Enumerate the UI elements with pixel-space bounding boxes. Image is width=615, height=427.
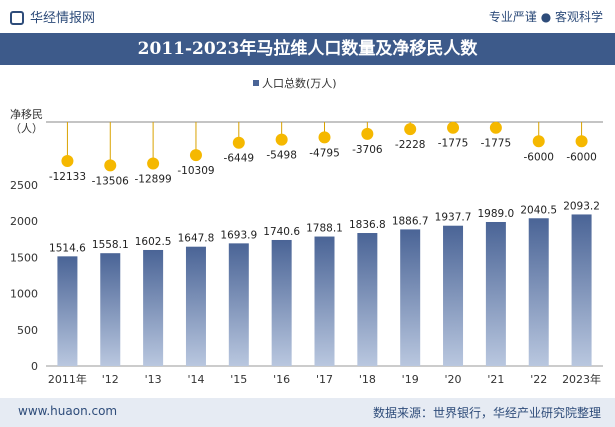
legend-swatch xyxy=(253,80,259,86)
migration-value-label: -1775 xyxy=(481,138,512,150)
population-bar xyxy=(314,236,335,366)
population-bar xyxy=(485,221,506,366)
x-tick-label: '22 xyxy=(530,373,547,386)
x-tick-label: '21 xyxy=(487,373,504,386)
y-tick-label: 2500 xyxy=(10,179,38,192)
population-value-label: 1693.9 xyxy=(220,229,257,241)
y-tick-label: 2000 xyxy=(10,215,38,228)
population-value-label: 2040.5 xyxy=(520,204,557,216)
migration-value-label: -6449 xyxy=(224,153,255,165)
brand-name: 华经情报网 xyxy=(30,11,96,26)
tagline: 专业严谨 ● 客观科学 xyxy=(488,10,603,24)
migration-value-label: -6000 xyxy=(566,151,597,163)
y-tick-label: 500 xyxy=(17,324,38,337)
x-tick-label: '12 xyxy=(102,373,119,386)
population-bar xyxy=(571,214,592,366)
y-tick-label: 0 xyxy=(31,360,38,373)
migration-dot xyxy=(361,127,374,140)
population-bar xyxy=(185,246,206,366)
x-tick-label: '19 xyxy=(402,373,419,386)
x-tick-label: '17 xyxy=(316,373,333,386)
population-value-label: 1937.7 xyxy=(435,212,472,224)
population-value-label: 1558.1 xyxy=(92,239,129,251)
migration-value-label: -13506 xyxy=(92,175,130,187)
migration-value-label: -12133 xyxy=(49,171,86,183)
migration-dot xyxy=(404,123,417,136)
x-tick-label: 2023年 xyxy=(562,372,601,386)
chart-area: 人口总数(万人) 净移民（人） -12133 -13506 -12899 -10309 -6… xyxy=(10,76,603,386)
population-value-label: 2093.2 xyxy=(563,200,600,212)
migration-dot xyxy=(575,135,588,148)
population-value-label: 1836.8 xyxy=(349,219,386,231)
population-value-label: 1788.1 xyxy=(306,223,343,235)
x-tick-label: '13 xyxy=(145,373,162,386)
migration-dot xyxy=(447,121,460,134)
migration-dot xyxy=(532,135,545,148)
migration-value-label: -4795 xyxy=(309,147,340,159)
logo-icon xyxy=(10,11,24,25)
site-url[interactable]: www.huaon.com xyxy=(18,404,118,418)
x-tick-label: '15 xyxy=(230,373,247,386)
population-value-label: 1602.5 xyxy=(135,236,172,248)
y-tick-label: 1500 xyxy=(10,251,38,264)
chart-title: 2011-2023年马拉维人口数量及净移民人数 xyxy=(0,33,615,65)
migration-dot xyxy=(232,136,245,149)
population-bar xyxy=(57,256,78,366)
migration-value-label: -2228 xyxy=(395,139,426,151)
x-tick-label: '14 xyxy=(187,373,204,386)
population-bar xyxy=(357,233,378,366)
x-tick-label: '16 xyxy=(273,373,290,386)
population-bar xyxy=(228,243,249,366)
migration-dot xyxy=(61,154,74,167)
migration-value-label: -5498 xyxy=(266,150,297,162)
migration-dot xyxy=(147,157,160,170)
migration-value-label: -3706 xyxy=(352,144,383,156)
population-bar xyxy=(400,229,421,366)
population-value-label: 1886.7 xyxy=(392,215,429,227)
migration-value-label: -12899 xyxy=(135,173,172,185)
population-value-label: 1989.0 xyxy=(478,208,515,220)
population-value-label: 1740.6 xyxy=(263,226,300,238)
migration-dot xyxy=(275,133,288,146)
population-bar xyxy=(528,218,549,366)
migration-dot xyxy=(489,121,502,134)
x-tick-label: '20 xyxy=(445,373,462,386)
x-tick-label: '18 xyxy=(359,373,376,386)
footer: www.huaon.com 数据来源：世界银行，华经产业研究院整理 xyxy=(0,398,615,427)
x-tick-label: 2011年 xyxy=(48,372,87,386)
population-bar xyxy=(143,249,164,366)
migration-dot xyxy=(318,131,331,144)
y-tick-label: 1000 xyxy=(10,288,38,301)
migration-value-label: -10309 xyxy=(177,165,214,177)
migration-axis-unit: （人） xyxy=(10,122,43,135)
population-value-label: 1647.8 xyxy=(178,233,215,245)
population-bar xyxy=(443,225,464,366)
population-bar xyxy=(271,239,292,366)
legend-label: 人口总数(万人) xyxy=(262,76,337,90)
migration-axis-label: 净移民 xyxy=(10,107,43,121)
brand[interactable]: 华经情报网 xyxy=(10,7,95,26)
migration-dot xyxy=(189,149,202,162)
data-source: 数据来源：世界银行，华经产业研究院整理 xyxy=(372,406,601,420)
population-bar xyxy=(100,253,121,366)
migration-dot xyxy=(104,159,117,172)
population-value-label: 1514.6 xyxy=(49,242,86,254)
top-bar: 华经情报网 专业严谨 ● 客观科学 xyxy=(0,0,615,33)
migration-value-label: -6000 xyxy=(523,151,554,163)
migration-value-label: -1775 xyxy=(438,138,469,150)
